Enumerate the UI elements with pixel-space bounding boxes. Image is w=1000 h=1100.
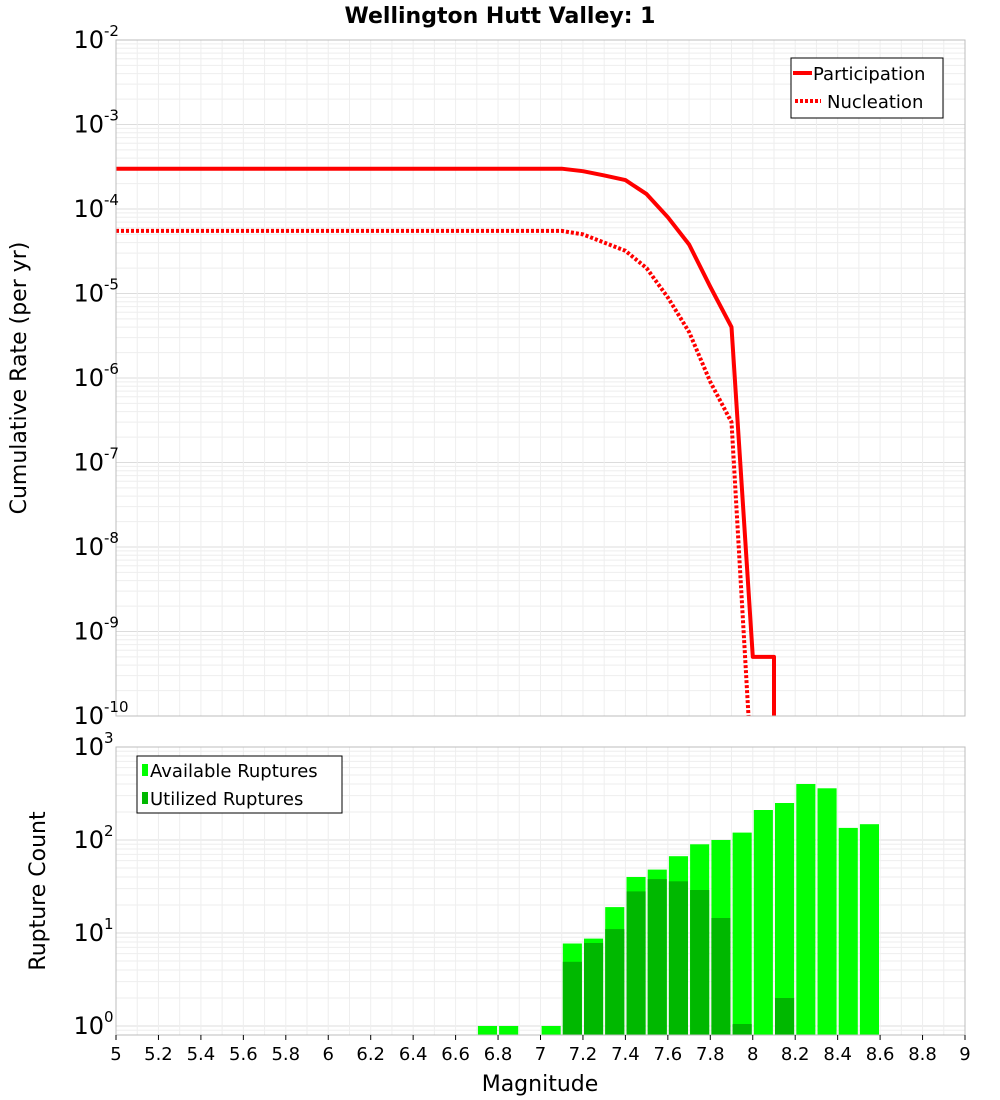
x-axis-label: Magnitude <box>482 1072 599 1097</box>
available-bar <box>859 824 879 1035</box>
rate-y-tick-exponent: -9 <box>104 614 119 632</box>
rate-y-axis-label: Cumulative Rate (per yr) <box>7 242 32 515</box>
utilized-bar <box>711 918 731 1035</box>
rate-panel-grid <box>115 40 966 717</box>
rate-y-tick-label: 10 <box>73 449 104 477</box>
utilized-bar <box>562 961 582 1035</box>
available-bar <box>753 810 773 1035</box>
x-tick-label: 5.4 <box>187 1044 216 1065</box>
rate-legend: Participation Nucleation <box>790 57 944 119</box>
x-tick-label: 8.8 <box>908 1044 937 1065</box>
available-bar <box>838 827 858 1035</box>
utilized-bar <box>605 929 625 1035</box>
legend-utilized-label: Utilized Ruptures <box>150 789 303 810</box>
available-bar <box>775 803 795 1035</box>
rate-y-tick-exponent: -2 <box>104 22 119 40</box>
utilized-bar <box>732 1024 752 1035</box>
rate-y-tick-exponent: -6 <box>104 360 119 378</box>
x-tick-label: 6.4 <box>399 1044 428 1065</box>
rate-panel-series <box>116 166 776 717</box>
x-tick-label: 8.2 <box>781 1044 810 1065</box>
x-tick-label: 9 <box>959 1044 970 1065</box>
legend-available-swatch <box>142 764 148 776</box>
available-bar <box>817 788 837 1035</box>
utilized-bar <box>647 879 667 1035</box>
count-y-tick-exponent: 2 <box>104 822 114 840</box>
x-tick-label: 6.6 <box>441 1044 470 1065</box>
x-tick-label: 5.8 <box>271 1044 300 1065</box>
available-bar <box>796 784 816 1035</box>
x-tick-label: 5.6 <box>229 1044 258 1065</box>
rate-y-tick-label: 10 <box>73 26 104 54</box>
x-axis-ticks: 5 5.2 5.4 5.6 5.8 6 6.2 6.4 6.6 6.8 7 7.2 7.4 7.6 7.8 8… <box>110 1035 971 1065</box>
available-bar <box>541 1026 561 1035</box>
rate-y-tick-label: 10 <box>73 195 104 223</box>
x-tick-label: 7.6 <box>654 1044 683 1065</box>
rate-y-tick-exponent: -5 <box>104 276 119 294</box>
legend-nucleation-label: Nucleation <box>827 92 923 113</box>
x-tick-label: 7.4 <box>611 1044 640 1065</box>
rate-y-tick-label: 10 <box>73 111 104 139</box>
utilized-bar <box>668 881 688 1035</box>
rate-panel-frame <box>115 39 966 717</box>
count-legend-box <box>136 755 343 814</box>
rate-y-tick-label: 10 <box>73 618 104 646</box>
rate-y-tick-label: 10 <box>73 280 104 308</box>
x-tick-label: 5.2 <box>144 1044 173 1065</box>
rate-y-tick-label: 10 <box>73 533 104 561</box>
x-tick-label: 6 <box>323 1044 334 1065</box>
rate-y-tick-exponent: -10 <box>104 698 129 716</box>
rate-y-tick-label: 10 <box>73 364 104 392</box>
x-tick-label: 5 <box>110 1044 121 1065</box>
count-y-tick-label: 10 <box>73 826 104 854</box>
legend-utilized-swatch <box>142 792 148 804</box>
rate-legend-box <box>790 57 944 119</box>
utilized-bar <box>690 890 710 1035</box>
count-y-tick-exponent: 1 <box>104 915 114 933</box>
count-y-axis-label: Rupture Count <box>26 811 51 971</box>
count-y-tick-exponent: 3 <box>104 729 114 747</box>
x-tick-label: 8.6 <box>866 1044 895 1065</box>
chart-title: Wellington Hutt Valley: 1 <box>345 4 656 29</box>
rate-y-tick-exponent: -4 <box>104 191 119 209</box>
available-bar <box>499 1026 519 1035</box>
count-legend: Available Ruptures Utilized Ruptures <box>136 755 343 814</box>
utilized-bar <box>626 891 646 1035</box>
rate-y-tick-exponent: -8 <box>104 529 119 547</box>
x-tick-label: 7 <box>535 1044 546 1065</box>
x-tick-label: 6.8 <box>484 1044 513 1065</box>
series-line-nucleation <box>116 228 751 717</box>
legend-available-label: Available Ruptures <box>150 761 318 782</box>
utilized-bar <box>584 943 604 1035</box>
count-y-tick-label: 10 <box>73 1012 104 1040</box>
count-y-tick-exponent: 0 <box>104 1008 114 1026</box>
legend-participation-label: Participation <box>813 64 925 85</box>
rate-y-tick-exponent: -3 <box>104 107 119 125</box>
count-y-tick-label: 10 <box>73 919 104 947</box>
x-tick-label: 7.2 <box>569 1044 598 1065</box>
series-line-participation <box>116 166 776 716</box>
rate-y-tick-label: 10 <box>73 702 104 730</box>
rate-y-tick-exponent: -7 <box>104 445 119 463</box>
utilized-bars <box>562 879 795 1035</box>
available-bar <box>732 832 752 1035</box>
x-tick-label: 8.4 <box>823 1044 852 1065</box>
utilized-bar <box>775 998 795 1035</box>
x-tick-label: 7.8 <box>696 1044 725 1065</box>
x-tick-label: 8 <box>747 1044 758 1065</box>
available-bar <box>477 1026 497 1035</box>
x-tick-label: 6.2 <box>356 1044 385 1065</box>
count-y-tick-label: 10 <box>73 733 104 761</box>
